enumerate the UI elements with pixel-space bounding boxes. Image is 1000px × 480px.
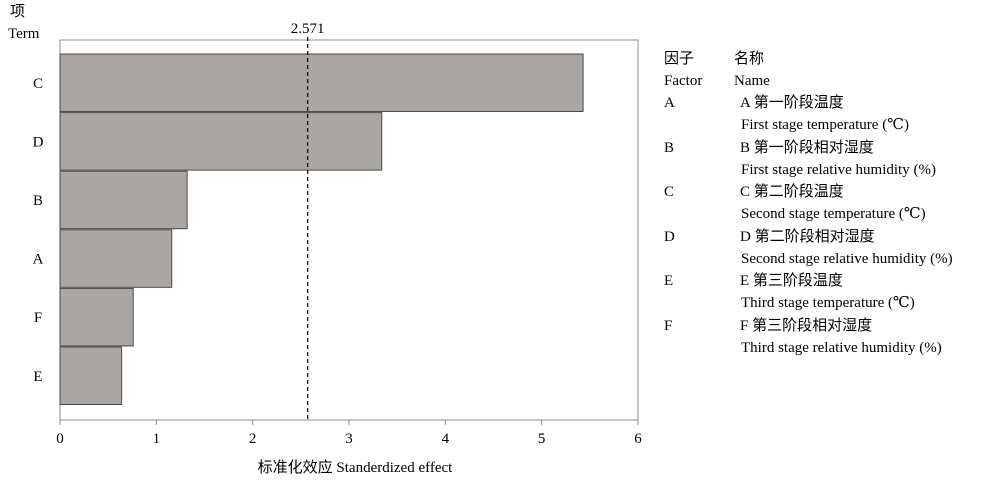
- legend-factor: C: [664, 184, 675, 201]
- legend-name-en: First stage relative humidity (%): [741, 161, 936, 178]
- legend-row-e: E E 第三阶段温度 Third stage temperature (℃): [664, 270, 1000, 315]
- x-tick-label: 2: [249, 431, 257, 447]
- legend-factor: E: [664, 273, 674, 290]
- y-tick-label: F: [34, 310, 42, 326]
- legend-name-en: Second stage temperature (℃): [741, 206, 926, 223]
- y-tick-label: E: [33, 369, 42, 385]
- y-tick-label: B: [33, 193, 43, 209]
- bars-group: [59, 53, 584, 405]
- y-tick-label: D: [33, 134, 44, 150]
- legend-row-a: A A 第一阶段温度 First stage temperature (℃): [664, 92, 1000, 137]
- legend-header-factor-cn: 因子: [664, 51, 695, 67]
- legend-name-cn: A 第一阶段温度: [740, 95, 844, 111]
- legend-row-f: F F 第三阶段相对湿度 Third stage relative humidi…: [664, 315, 1000, 360]
- legend-header-name-en: Name: [734, 73, 770, 89]
- legend-row-c: C C 第二阶段温度 Second stage temperature (℃): [664, 181, 1000, 226]
- bar-e: [59, 346, 123, 405]
- x-tick-label: 5: [538, 431, 546, 447]
- legend-header-factor-en: Factor: [664, 73, 703, 89]
- x-tick-label: 0: [56, 431, 64, 447]
- legend-name-en: First stage temperature (℃): [741, 117, 909, 133]
- legend-name-en: Third stage relative humidity (%): [741, 339, 942, 356]
- x-tick-label: 3: [345, 431, 353, 447]
- y-axis-title-cn: 项: [10, 3, 25, 20]
- bar-a: [59, 229, 173, 288]
- bar-c: [59, 53, 584, 112]
- legend-name-en: Third stage temperature (℃): [741, 295, 915, 312]
- legend-factor: A: [664, 95, 675, 111]
- legend-factor: F: [664, 317, 673, 334]
- legend-name-cn: C 第二阶段温度: [740, 184, 844, 201]
- y-tick-labels: C D B A F E: [33, 76, 44, 385]
- legend-name-en: Second stage relative humidity (%): [741, 250, 953, 267]
- legend-header: 因子 名称 Factor Name: [664, 48, 1000, 92]
- legend-factor: B: [664, 139, 675, 156]
- y-tick-label: C: [33, 76, 43, 92]
- x-tick-label: 4: [442, 431, 450, 447]
- legend-name-cn: E 第三阶段温度: [740, 273, 843, 290]
- legend-factor: D: [664, 228, 675, 245]
- x-tick-label: 6: [634, 431, 642, 447]
- y-tick-label: A: [33, 252, 44, 268]
- legend-name-cn: F 第三阶段相对湿度: [740, 317, 873, 334]
- x-ticks: 0 1 2 3 4 5 6: [56, 420, 642, 447]
- pareto-chart: 项 Term C D B A F E 0 1 2 3 4 5 6 2.571 标准化效应 Stande…: [8, 3, 642, 476]
- legend-row-d: D D 第二阶段相对湿度 Second stage relative humid…: [664, 226, 1000, 271]
- legend-row-b: B B 第一阶段相对湿度 First stage relative humidi…: [664, 137, 1000, 182]
- bar-b: [59, 170, 188, 230]
- x-tick-label: 1: [153, 431, 161, 447]
- y-axis-title-en: Term: [8, 26, 40, 42]
- bar-d: [59, 112, 383, 171]
- reference-line-label: 2.571: [291, 21, 325, 37]
- bar-f: [59, 287, 134, 347]
- legend-header-name-cn: 名称: [734, 51, 765, 67]
- legend-name-cn: B 第一阶段相对湿度: [740, 139, 874, 156]
- factor-legend: 因子 名称 Factor Name A A 第一阶段温度 First stage…: [664, 48, 1000, 360]
- legend-name-cn: D 第二阶段相对湿度: [740, 228, 875, 245]
- x-axis-label: 标准化效应 Standerdized effect: [258, 458, 453, 476]
